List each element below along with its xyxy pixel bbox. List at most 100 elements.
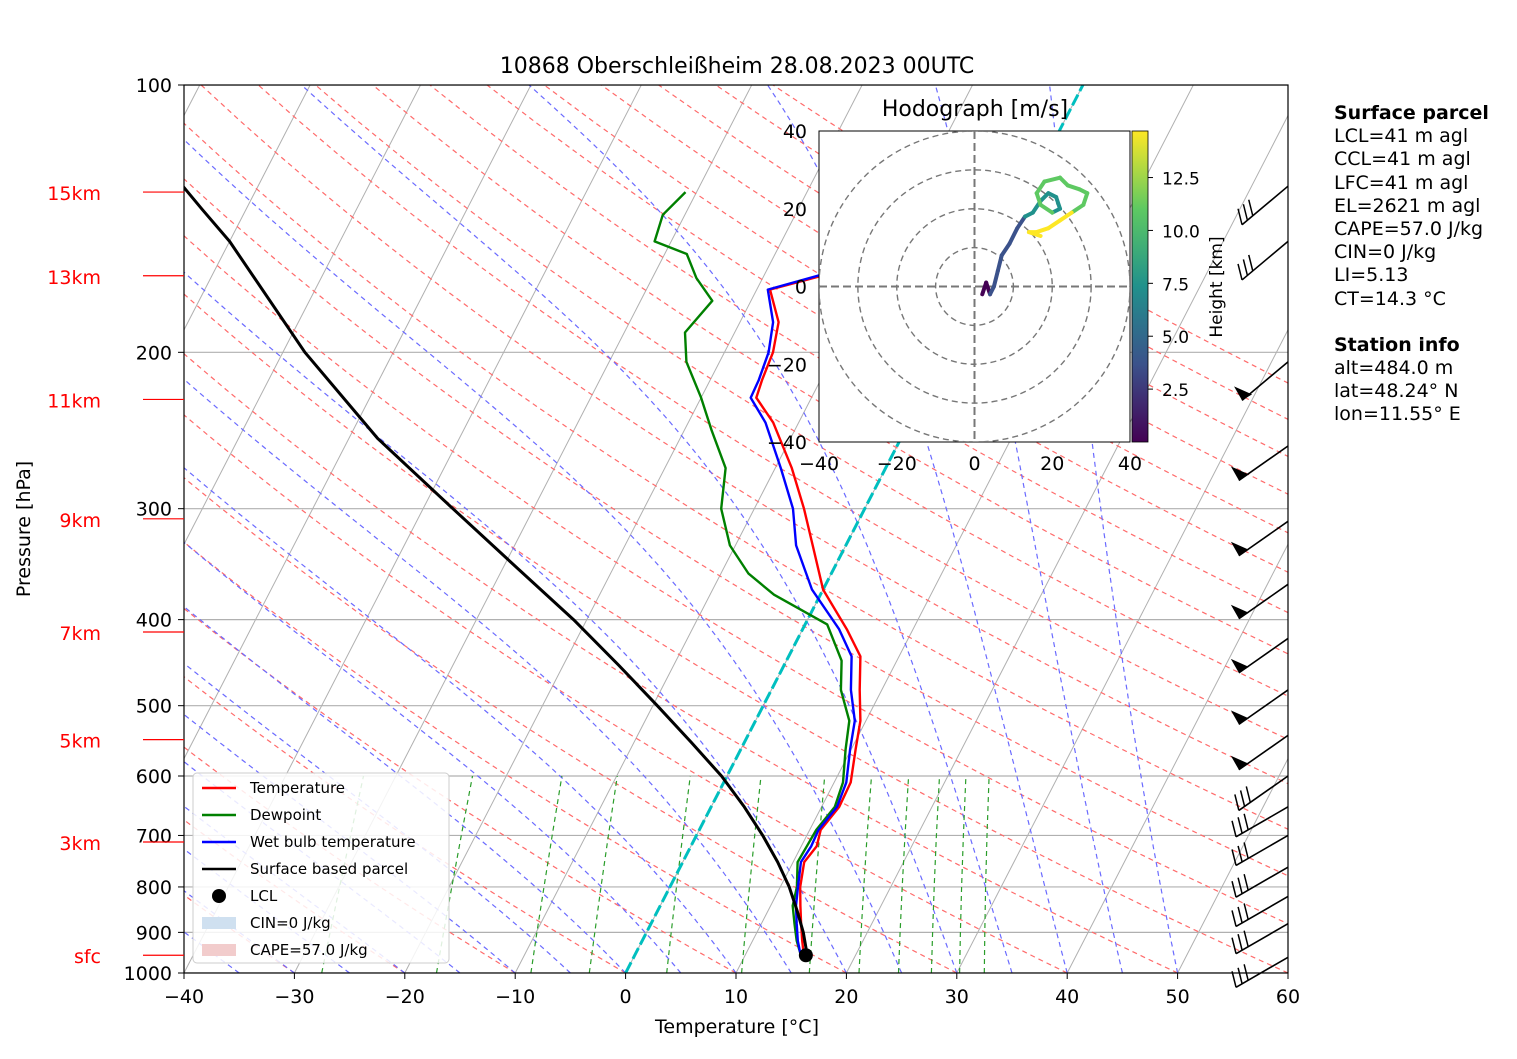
isotherm-line xyxy=(1066,543,1288,973)
wind-barb-flag xyxy=(1242,204,1249,221)
moist-adiabat xyxy=(184,378,792,973)
legend-label: Surface based parcel xyxy=(250,860,408,878)
hodograph-ring xyxy=(857,169,1092,404)
y-tick-label: 200 xyxy=(136,342,172,364)
surface-line: CAPE=57.0 J/kg xyxy=(1334,218,1484,241)
wind-barb-pennant xyxy=(1230,466,1249,481)
chart-title: 10868 Oberschleißheim 28.08.2023 00UTC xyxy=(500,54,975,79)
wind-barb-flag xyxy=(1248,254,1254,272)
mixing-ratio-line xyxy=(858,775,873,973)
height-label: 15km xyxy=(47,183,101,205)
x-tick-label: 20 xyxy=(834,986,858,1008)
wind-barb-flag xyxy=(1231,937,1237,954)
wind-barb-flag xyxy=(1237,263,1243,281)
mixing-ratio-line xyxy=(588,775,618,973)
isotherm-line xyxy=(184,85,532,760)
wind-barb-pennant xyxy=(1230,755,1249,770)
mixing-ratio-line xyxy=(959,775,967,973)
moist-adiabat xyxy=(184,662,571,973)
x-tick-label: 30 xyxy=(945,986,969,1008)
y-tick-label: 900 xyxy=(136,922,172,944)
wind-barb-flag xyxy=(1237,906,1243,924)
x-tick-label: 10 xyxy=(724,986,748,1008)
dry-adiabat xyxy=(184,676,626,973)
wind-barb xyxy=(1235,866,1289,898)
x-tick-label: −10 xyxy=(495,986,535,1008)
isotherm-line xyxy=(404,85,863,973)
hodograph-segment xyxy=(1026,230,1043,238)
station-info-title: Station info xyxy=(1334,333,1460,356)
station-line: alt=484.0 m xyxy=(1334,357,1454,380)
wind-barb-pennant xyxy=(1230,604,1249,619)
height-label: 13km xyxy=(47,267,101,289)
station-line: lon=11.55° E xyxy=(1334,403,1461,426)
lcl-marker xyxy=(798,948,813,963)
hodograph-segment xyxy=(1065,183,1082,192)
wind-barb-flag xyxy=(1243,930,1249,947)
moist-adiabat xyxy=(184,271,847,973)
x-tick-label: −40 xyxy=(164,986,204,1008)
wind-barb-flag xyxy=(1239,790,1246,807)
parcel-line xyxy=(184,185,809,954)
colorbar-tick-label: 10.0 xyxy=(1162,222,1200,242)
legend-label: Temperature xyxy=(249,779,345,797)
x-tick-label: 40 xyxy=(1055,986,1079,1008)
hodograph-segment xyxy=(999,241,1012,258)
height-markers: 15km 13km 11km 9km 7km 5km 3km sfc xyxy=(47,183,184,968)
height-label: 9km xyxy=(59,510,101,532)
hodograph-segment xyxy=(1046,218,1063,231)
wind-barb-pennant xyxy=(1230,541,1249,556)
station-line: lat=48.24° N xyxy=(1334,380,1459,403)
dry-adiabat xyxy=(184,607,737,973)
surface-line: LCL=41 m agl xyxy=(1334,125,1469,148)
surface-parcel-title: Surface parcel xyxy=(1334,102,1489,124)
hodograph-trace xyxy=(980,175,1090,297)
wind-barb-flag xyxy=(1237,208,1243,225)
hodograph: Hodograph [m/s] −40−40 −20 −20 0 0 20 20 40 40 2… xyxy=(767,97,1227,475)
wind-barb-pennant xyxy=(1230,710,1249,725)
hodograph-x-tick: 0 xyxy=(968,453,980,475)
wind-barb-flag xyxy=(1243,842,1249,859)
legend-label: LCL xyxy=(250,887,278,905)
hodograph-segment xyxy=(1034,179,1047,196)
hodograph-y-tick: −20 xyxy=(767,354,807,376)
hodograph-segment xyxy=(1007,226,1020,246)
colorbar-tick-label: 12.5 xyxy=(1162,170,1200,190)
wind-barb-pennant xyxy=(1230,658,1249,673)
y-axis-label: Pressure [hPa] xyxy=(13,461,35,597)
legend-swatch xyxy=(202,917,236,929)
wind-barb-pennant xyxy=(1234,386,1253,401)
wind-barb-flag xyxy=(1231,880,1237,898)
colorbar-tick-label: 5.0 xyxy=(1162,328,1189,348)
colorbar-label: Height [km] xyxy=(1207,236,1227,337)
isotherm-line xyxy=(1177,757,1288,973)
wind-barb-flag xyxy=(1243,964,1249,981)
wind-barb-flag xyxy=(1237,967,1243,984)
wind-barb-flag xyxy=(1243,903,1249,920)
dry-adiabat xyxy=(184,235,1288,925)
isotherm-line xyxy=(845,114,1288,973)
x-axis-ticks: −40 −30 −20 −10 0 10 20 30 40 50 60 xyxy=(164,973,1300,1008)
surface-line: LFC=41 m agl xyxy=(1334,171,1469,194)
moist-adiabat xyxy=(301,85,958,973)
hodograph-y-tick: 20 xyxy=(783,199,807,221)
y-tick-label: 500 xyxy=(136,696,172,718)
legend-label: Wet bulb temperature xyxy=(250,833,416,851)
wind-barb-flag xyxy=(1237,817,1243,834)
wind-barb-flag xyxy=(1243,873,1249,891)
hodograph-segment xyxy=(1038,202,1055,215)
y-tick-label: 400 xyxy=(136,610,172,632)
wind-barb-flag xyxy=(1234,794,1240,811)
legend-marker xyxy=(212,889,226,903)
hodograph-y-tick: −40 xyxy=(767,432,807,454)
wind-barb-flag xyxy=(1231,971,1237,988)
height-label: 3km xyxy=(59,833,101,855)
legend-box xyxy=(192,772,450,964)
hodograph-x-tick: 20 xyxy=(1040,453,1064,475)
wind-barb-flag xyxy=(1237,877,1243,894)
y-tick-label: 700 xyxy=(136,825,172,847)
legend-label: Dewpoint xyxy=(250,806,321,824)
hodograph-segment xyxy=(1034,191,1043,207)
hodograph-segment xyxy=(1054,195,1063,211)
x-tick-label: 60 xyxy=(1276,986,1300,1008)
